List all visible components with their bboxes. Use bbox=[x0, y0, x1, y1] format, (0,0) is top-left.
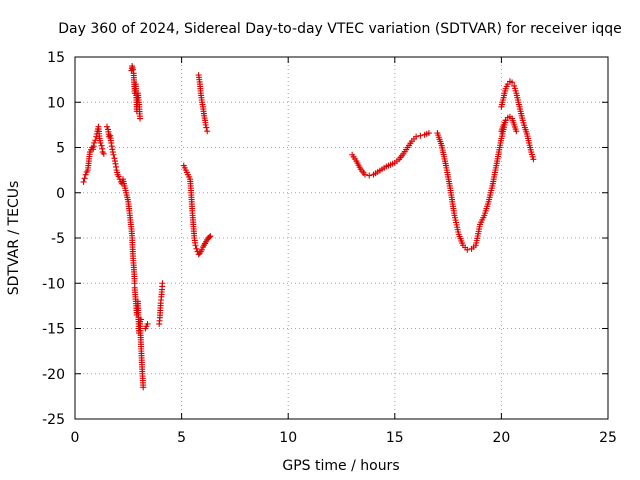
data-point bbox=[366, 172, 373, 179]
y-tick-labels: -25 -20 -15 -10 -5 0 5 10 15 bbox=[42, 50, 65, 428]
data-point bbox=[509, 79, 516, 86]
x-tick-label: 5 bbox=[177, 430, 186, 446]
y-axis-label: SDTVAR / TECUs bbox=[6, 181, 22, 296]
data-point bbox=[110, 151, 117, 158]
x-tick-label: 20 bbox=[492, 430, 510, 446]
data-point bbox=[97, 139, 104, 146]
data-point bbox=[203, 124, 210, 131]
data-point bbox=[425, 130, 432, 137]
y-tick-label: 0 bbox=[56, 186, 65, 202]
y-tick-label: -10 bbox=[42, 276, 65, 292]
data-point bbox=[140, 384, 147, 391]
data-point bbox=[159, 280, 166, 287]
y-tick-label: 10 bbox=[47, 95, 65, 111]
grid-lines bbox=[75, 57, 608, 419]
data-point bbox=[81, 175, 88, 182]
series-early-scatter bbox=[131, 284, 151, 391]
data-point bbox=[144, 320, 151, 327]
data-point bbox=[100, 150, 107, 157]
data-point bbox=[80, 178, 87, 185]
data-points bbox=[80, 63, 537, 391]
data-point bbox=[206, 234, 213, 241]
data-point bbox=[129, 66, 136, 73]
x-tick-label: 0 bbox=[71, 430, 80, 446]
y-tick-label: -20 bbox=[42, 367, 65, 383]
series-evening-peak-lower bbox=[498, 113, 520, 135]
series-early-4 bbox=[156, 280, 166, 327]
data-point bbox=[198, 246, 205, 253]
data-point bbox=[137, 115, 144, 122]
data-point bbox=[82, 171, 89, 178]
data-point bbox=[207, 233, 214, 240]
data-point bbox=[413, 133, 420, 140]
series-mid-2 bbox=[195, 72, 211, 135]
plot-frame bbox=[74, 56, 609, 420]
data-point bbox=[417, 132, 424, 139]
x-tick-labels: 0 5 10 15 20 25 bbox=[71, 430, 617, 446]
data-point bbox=[115, 173, 122, 180]
series-mid-1 bbox=[180, 162, 214, 258]
data-point bbox=[361, 171, 368, 178]
y-tick-label: -25 bbox=[42, 412, 65, 428]
y-tick-label: 15 bbox=[47, 50, 65, 66]
x-tick-label: 15 bbox=[386, 430, 404, 446]
data-point bbox=[464, 246, 471, 253]
y-tick-label: 5 bbox=[56, 141, 65, 157]
data-point bbox=[530, 156, 537, 163]
data-point bbox=[204, 128, 211, 135]
data-point bbox=[202, 121, 209, 128]
data-point bbox=[513, 128, 520, 135]
chart-title: Day 360 of 2024, Sidereal Day-to-day VTE… bbox=[58, 21, 622, 37]
data-point bbox=[192, 242, 199, 249]
y-tick-label: -15 bbox=[42, 322, 65, 338]
series-evening-peak-upper bbox=[498, 78, 537, 163]
series-afternoon bbox=[349, 130, 432, 179]
series-early-3 bbox=[128, 63, 145, 323]
data-point bbox=[91, 139, 98, 146]
data-point bbox=[103, 123, 110, 130]
axis-ticks bbox=[74, 56, 609, 420]
series-evening-dip bbox=[434, 117, 509, 253]
data-point bbox=[193, 245, 200, 252]
x-tick-label: 10 bbox=[279, 430, 297, 446]
series-early-1 bbox=[80, 123, 107, 185]
y-tick-label: -5 bbox=[51, 231, 65, 247]
x-tick-label: 25 bbox=[599, 430, 617, 446]
x-axis-label: GPS time / hours bbox=[282, 458, 399, 474]
series-early-2 bbox=[103, 123, 138, 287]
